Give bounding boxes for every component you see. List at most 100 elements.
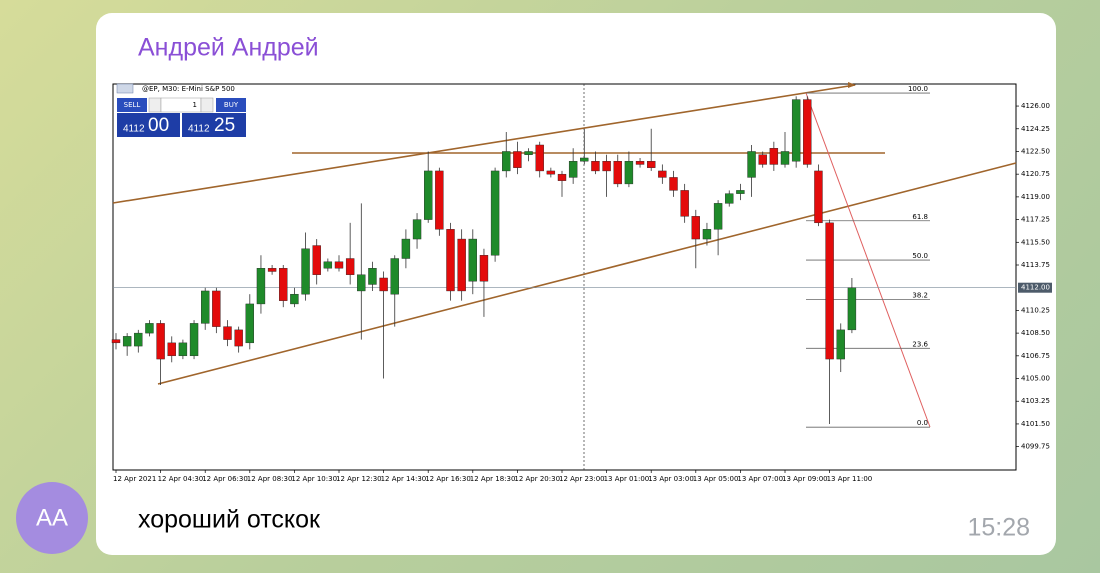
x-tick-label: 13 Apr 01:00 bbox=[604, 475, 650, 483]
candle-body bbox=[803, 99, 812, 165]
lot-down[interactable] bbox=[148, 97, 162, 113]
candle-body bbox=[702, 229, 712, 240]
candle-body bbox=[424, 170, 433, 220]
ask-big: 4112 bbox=[188, 124, 210, 135]
bid-small: 00 bbox=[148, 115, 169, 136]
x-tick-label: 12 Apr 23:00 bbox=[559, 475, 605, 483]
x-tick-label: 12 Apr 12:30 bbox=[336, 475, 382, 483]
y-tick-label: 4110.25 bbox=[1021, 306, 1050, 314]
candle-body bbox=[658, 170, 667, 178]
candle-body bbox=[111, 339, 121, 344]
chart-background bbox=[111, 80, 1055, 487]
candle-body bbox=[468, 238, 477, 282]
fib-label: 50.0 bbox=[912, 252, 928, 260]
candle-body bbox=[178, 342, 188, 357]
candle-body bbox=[825, 222, 834, 360]
current-price-box bbox=[1018, 282, 1052, 293]
candle-body bbox=[401, 238, 411, 259]
chart-icon bbox=[116, 83, 134, 94]
lot-up[interactable] bbox=[200, 97, 214, 113]
candle-body bbox=[301, 248, 310, 295]
candle-body bbox=[758, 154, 767, 165]
candle-body bbox=[379, 277, 388, 292]
candle-body bbox=[502, 151, 511, 172]
candle-body bbox=[200, 290, 210, 324]
sender-name[interactable]: Андрей Андрей bbox=[138, 34, 319, 62]
y-tick-label: 4105.00 bbox=[1021, 375, 1050, 383]
candle-body bbox=[836, 329, 845, 360]
candle-body bbox=[624, 160, 634, 185]
candle-body bbox=[613, 160, 622, 185]
candle-body bbox=[290, 293, 299, 305]
fib-label: 38.2 bbox=[912, 292, 928, 300]
candle-body bbox=[435, 170, 444, 230]
y-tick-label: 4113.75 bbox=[1021, 261, 1050, 269]
x-tick-label: 12 Apr 14:30 bbox=[381, 475, 427, 483]
candle-body bbox=[568, 160, 578, 178]
candle-body bbox=[345, 258, 355, 275]
candle-body bbox=[134, 332, 143, 347]
y-tick-label: 4115.50 bbox=[1021, 238, 1050, 246]
message-time: 15:28 bbox=[967, 514, 1030, 542]
chart-image: @EP, M30: E-Mini S&P 500 SELL 1 BUY 4112… bbox=[111, 80, 1055, 487]
trend-line bbox=[112, 84, 856, 204]
buy-button[interactable] bbox=[216, 98, 246, 112]
candle-body bbox=[680, 190, 689, 217]
candle-body bbox=[446, 229, 455, 292]
y-tick-label: 4101.50 bbox=[1021, 420, 1050, 428]
ask-small: 25 bbox=[214, 115, 235, 136]
y-tick-label: 4108.50 bbox=[1021, 329, 1050, 337]
x-tick-label: 13 Apr 11:00 bbox=[827, 475, 873, 483]
fib-label: 23.6 bbox=[912, 340, 928, 348]
candle-body bbox=[479, 255, 489, 282]
candle-body bbox=[669, 177, 678, 191]
y-tick-label: 4106.75 bbox=[1021, 352, 1050, 360]
x-tick-label: 13 Apr 05:00 bbox=[693, 475, 739, 483]
message-text: хороший отскок bbox=[138, 506, 321, 534]
candle-body bbox=[557, 173, 567, 181]
fib-label: 61.8 bbox=[912, 213, 928, 221]
fib-label: 100.0 bbox=[908, 85, 928, 93]
sell-button[interactable] bbox=[117, 98, 147, 112]
candle-body bbox=[334, 261, 344, 269]
candle-body bbox=[602, 160, 611, 172]
candle-body bbox=[580, 157, 589, 162]
chart-title: @EP, M30: E-Mini S&P 500 bbox=[142, 85, 235, 93]
avatar[interactable] bbox=[16, 482, 88, 554]
y-tick-label: 4103.25 bbox=[1021, 397, 1050, 405]
candle-body bbox=[390, 258, 399, 295]
candle-body bbox=[312, 245, 321, 275]
x-tick-label: 13 Apr 03:00 bbox=[648, 475, 694, 483]
x-tick-label: 12 Apr 08:30 bbox=[247, 475, 293, 483]
bid-big: 4112 bbox=[123, 124, 145, 135]
arrow-head bbox=[848, 82, 856, 88]
bid-box[interactable] bbox=[117, 113, 180, 137]
x-tick-label: 12 Apr 04:30 bbox=[158, 475, 204, 483]
candle-body bbox=[814, 170, 823, 224]
ask-box[interactable] bbox=[182, 113, 246, 137]
candle-body bbox=[535, 144, 544, 172]
x-tick-label: 12 Apr 2021 bbox=[113, 475, 156, 483]
y-tick-label: 4126.00 bbox=[1021, 102, 1050, 110]
candle-body bbox=[323, 261, 333, 269]
y-tick-label: 4117.25 bbox=[1021, 216, 1050, 224]
candle-body bbox=[713, 203, 723, 230]
sell-label: SELL bbox=[124, 101, 141, 109]
x-tick-label: 13 Apr 07:00 bbox=[737, 475, 783, 483]
y-tick-label: 4122.50 bbox=[1021, 147, 1050, 155]
buy-label: BUY bbox=[224, 101, 239, 109]
y-tick-label: 4124.25 bbox=[1021, 125, 1050, 133]
x-tick-label: 12 Apr 10:30 bbox=[291, 475, 337, 483]
x-tick-label: 12 Apr 06:30 bbox=[202, 475, 248, 483]
candle-body bbox=[524, 151, 533, 155]
candle-body bbox=[357, 274, 366, 292]
candle-body bbox=[412, 219, 422, 240]
trend-line bbox=[157, 162, 1017, 385]
x-tick-label: 13 Apr 09:00 bbox=[782, 475, 828, 483]
candle-body bbox=[791, 99, 801, 162]
candle-body bbox=[780, 151, 790, 165]
y-tick-label: 4119.00 bbox=[1021, 193, 1050, 201]
candle-body bbox=[513, 151, 522, 168]
